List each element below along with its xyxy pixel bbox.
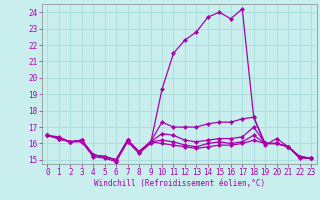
- X-axis label: Windchill (Refroidissement éolien,°C): Windchill (Refroidissement éolien,°C): [94, 179, 265, 188]
